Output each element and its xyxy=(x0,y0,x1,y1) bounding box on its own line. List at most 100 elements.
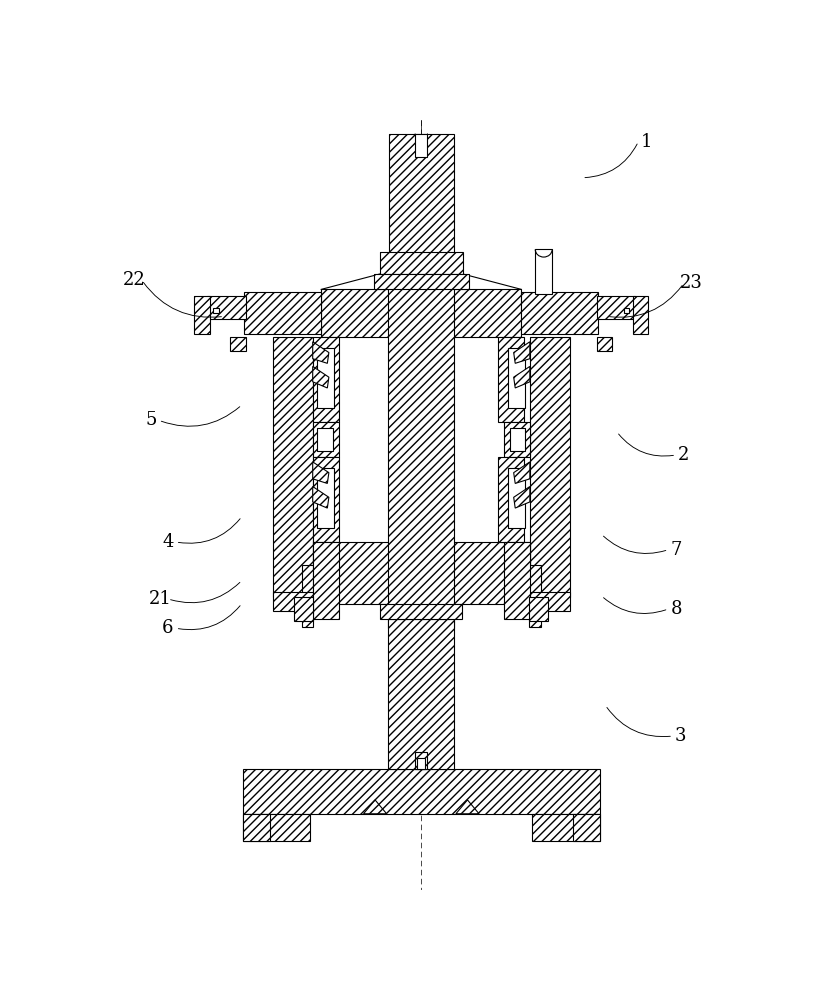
Bar xyxy=(508,348,525,408)
Polygon shape xyxy=(514,462,530,483)
Bar xyxy=(273,592,312,611)
Bar xyxy=(242,814,270,841)
Bar xyxy=(207,296,246,319)
Bar xyxy=(381,604,462,619)
Bar xyxy=(415,752,427,769)
Text: 6: 6 xyxy=(162,619,173,637)
Bar xyxy=(504,542,530,619)
Bar xyxy=(242,814,311,841)
Bar xyxy=(388,619,455,769)
Bar xyxy=(389,134,454,266)
Bar xyxy=(312,337,339,422)
Bar xyxy=(529,597,548,620)
Bar xyxy=(521,292,598,334)
Bar xyxy=(388,274,455,628)
Bar xyxy=(302,565,313,627)
Bar xyxy=(573,814,600,841)
Bar xyxy=(504,422,530,457)
Bar xyxy=(321,289,521,337)
Bar xyxy=(312,542,530,604)
Bar xyxy=(415,134,427,157)
Text: 5: 5 xyxy=(145,411,157,429)
Text: 4: 4 xyxy=(162,533,173,551)
Bar xyxy=(389,134,454,266)
Text: 3: 3 xyxy=(675,727,686,745)
Bar xyxy=(529,565,541,627)
Bar xyxy=(597,296,635,319)
Text: 21: 21 xyxy=(149,590,172,608)
Bar xyxy=(294,597,313,620)
Bar xyxy=(529,565,541,627)
Bar xyxy=(312,422,339,457)
Polygon shape xyxy=(312,462,329,483)
Bar xyxy=(530,337,570,597)
Bar xyxy=(373,274,469,289)
Bar xyxy=(230,337,246,351)
Text: 2: 2 xyxy=(678,446,690,464)
Bar xyxy=(380,252,463,274)
Bar xyxy=(312,422,339,457)
Bar xyxy=(508,468,525,528)
Bar xyxy=(504,542,530,619)
Bar xyxy=(597,296,635,319)
Polygon shape xyxy=(312,487,329,508)
Bar xyxy=(312,457,339,542)
Polygon shape xyxy=(514,366,530,388)
Bar xyxy=(321,289,521,337)
Text: 7: 7 xyxy=(671,541,681,559)
Bar xyxy=(381,604,462,619)
Bar xyxy=(294,597,313,620)
Bar xyxy=(388,274,455,628)
Bar xyxy=(633,296,649,334)
Text: 1: 1 xyxy=(640,133,652,151)
Text: 22: 22 xyxy=(122,271,145,289)
Bar xyxy=(242,814,270,841)
Bar xyxy=(530,337,570,597)
Bar xyxy=(273,592,312,611)
Bar xyxy=(633,296,649,334)
Bar xyxy=(530,592,570,611)
Polygon shape xyxy=(312,366,329,388)
Bar xyxy=(194,296,210,334)
Bar xyxy=(312,542,339,619)
Bar xyxy=(532,814,600,841)
Bar xyxy=(529,597,548,620)
Bar xyxy=(535,249,552,294)
Bar xyxy=(418,758,425,769)
Bar xyxy=(242,769,600,814)
Bar xyxy=(302,565,313,627)
Bar xyxy=(497,457,524,542)
Bar xyxy=(312,457,339,542)
Bar xyxy=(312,337,339,422)
Bar xyxy=(597,337,612,351)
Bar xyxy=(273,337,312,597)
Bar xyxy=(317,348,335,408)
Bar xyxy=(573,814,600,841)
Bar xyxy=(207,296,246,319)
Bar xyxy=(373,274,469,289)
Bar xyxy=(624,308,629,313)
Bar xyxy=(415,752,427,769)
Bar xyxy=(530,592,570,611)
Bar xyxy=(497,457,524,542)
Polygon shape xyxy=(363,800,386,814)
Bar xyxy=(242,814,311,841)
Bar xyxy=(312,542,339,619)
Polygon shape xyxy=(456,800,479,814)
Bar xyxy=(521,292,598,334)
Polygon shape xyxy=(514,342,530,363)
Bar xyxy=(214,308,219,313)
Bar xyxy=(273,337,312,597)
Text: 8: 8 xyxy=(671,600,682,618)
Bar xyxy=(532,814,600,841)
Bar xyxy=(317,428,333,451)
Bar xyxy=(597,337,612,351)
Bar xyxy=(380,252,463,274)
Bar xyxy=(317,468,335,528)
Bar xyxy=(230,337,246,351)
Bar xyxy=(244,292,321,334)
Polygon shape xyxy=(312,342,329,363)
Bar xyxy=(244,292,321,334)
Bar xyxy=(242,769,600,814)
Bar xyxy=(510,428,525,451)
